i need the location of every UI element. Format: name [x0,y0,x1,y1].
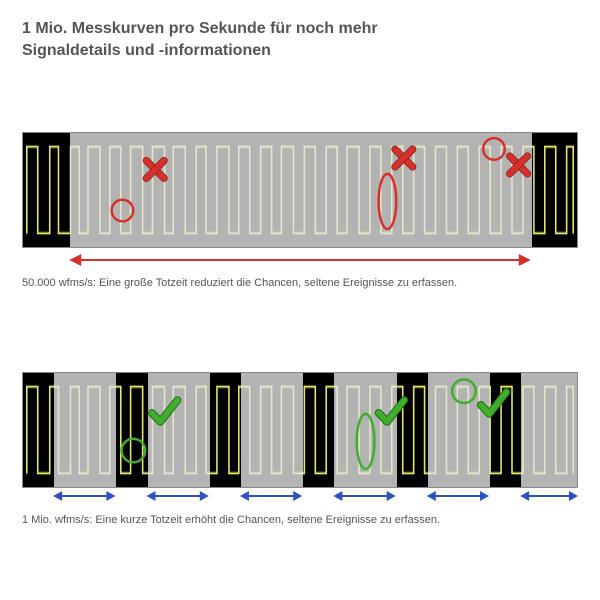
red-arrow [22,252,578,268]
deadtime-overlay-b [521,373,578,487]
deadtime-overlay-b [241,373,303,487]
page-title: 1 Mio. Messkurven pro Sekunde für noch m… [22,18,378,61]
blue-arrows [22,488,578,504]
panel-slow-capture [22,132,578,248]
caption-b: 1 Mio. wfms/s: Eine kurze Totzeit erhöht… [22,514,440,526]
deadtime-overlay-b [54,373,116,487]
caption-a: 50.000 wfms/s: Eine große Totzeit reduzi… [22,277,457,289]
deadtime-overlay-b [334,373,396,487]
title-line2: Signaldetails und -informationen [22,42,271,59]
title-line1: 1 Mio. Messkurven pro Sekunde für noch m… [22,20,378,37]
deadtime-overlay-b [148,373,210,487]
panel-fast-capture [22,372,578,488]
deadtime-overlay-b [428,373,490,487]
deadtime-overlay-a [70,133,531,247]
